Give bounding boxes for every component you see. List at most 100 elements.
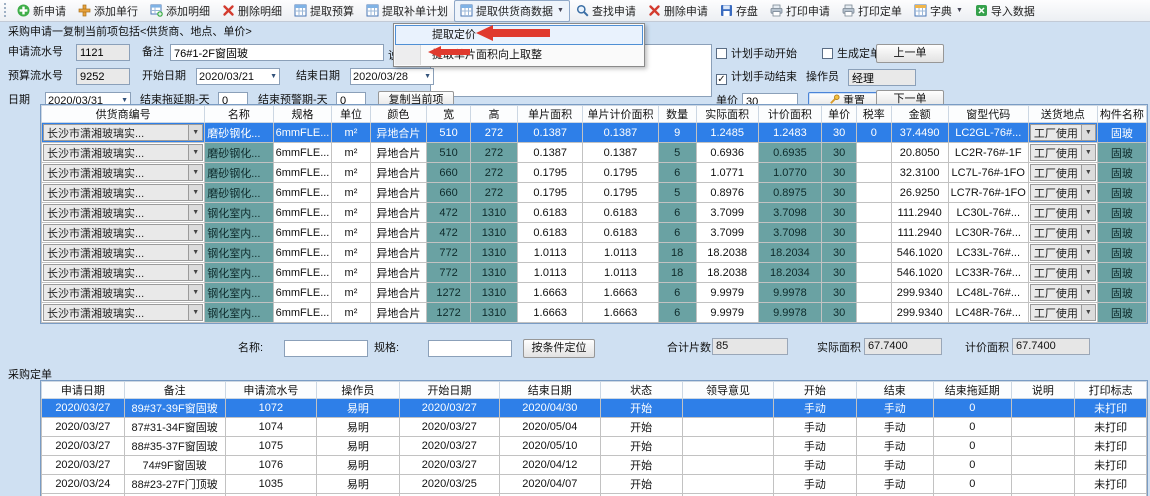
column-header[interactable]: 单片面积	[516, 105, 584, 123]
prev-order-button[interactable]: 上一单	[876, 44, 944, 63]
delivery-combobox[interactable]: 工厂使用 ▼	[1029, 264, 1096, 281]
chevron-down-icon[interactable]: ▼	[188, 125, 203, 140]
supplier-combobox[interactable]: 长沙市潇湘玻璃实... ▼	[43, 304, 204, 321]
column-header[interactable]: 申请流水号	[224, 381, 318, 399]
new-request-button[interactable]: 新申请	[11, 0, 72, 22]
chevron-down-icon[interactable]: ▼	[557, 7, 564, 14]
delivery-combobox[interactable]: 工厂使用 ▼	[1029, 204, 1096, 221]
column-header[interactable]: 结束	[855, 381, 934, 399]
save-button[interactable]: 存盘	[714, 0, 764, 22]
chevron-down-icon[interactable]: ▼	[188, 225, 203, 240]
column-header[interactable]: 金额	[890, 105, 949, 123]
column-header[interactable]: 数量	[657, 105, 697, 123]
manual-start-checkbox[interactable]	[716, 48, 727, 59]
supplier-combobox[interactable]: 长沙市潇湘玻璃实... ▼	[43, 184, 204, 201]
column-header[interactable]: 颜色	[369, 105, 428, 123]
delete-detail-button[interactable]: 删除明细	[216, 0, 288, 22]
column-header[interactable]: 状态	[599, 381, 683, 399]
column-header[interactable]: 高	[469, 105, 519, 123]
column-header[interactable]: 结束拖延期	[932, 381, 1012, 399]
end-date-picker[interactable]: 2020/03/28 ▼	[350, 68, 434, 85]
print-order-button[interactable]: 打印定单	[836, 0, 908, 22]
supplier-combobox[interactable]: 长沙市潇湘玻璃实... ▼	[43, 264, 204, 281]
start-date-picker[interactable]: 2020/03/21 ▼	[196, 68, 280, 85]
filter-spec-input[interactable]	[428, 340, 512, 357]
gen-order-checkbox[interactable]	[822, 48, 833, 59]
table-row[interactable]: 2020/03/27 87#31-34F窗固玻 1074 易明 2020/03/27 20…	[41, 417, 1147, 437]
column-header[interactable]: 规格	[272, 105, 333, 123]
remark-input[interactable]	[170, 44, 384, 61]
table-row[interactable]: 2020/03/27 89#37-39F窗固玻 1072 易明 2020/03/27 20…	[41, 398, 1147, 418]
supplier-combobox[interactable]: 长沙市潇湘玻璃实... ▼	[43, 204, 204, 221]
chevron-down-icon[interactable]: ▼	[955, 7, 963, 14]
delivery-combobox[interactable]: 工厂使用 ▼	[1029, 284, 1096, 301]
chevron-down-icon[interactable]: ▼	[1080, 205, 1095, 220]
column-header[interactable]: 名称	[204, 105, 274, 123]
column-header[interactable]: 计价面积	[757, 105, 823, 123]
table-row[interactable]: 长沙市潇湘玻璃实... ▼ 钢化室内... 6mmFLE... m² 异地合片 1272 13…	[40, 282, 1148, 303]
table-row[interactable]: 长沙市潇湘玻璃实... ▼ 磨砂钢化... 6mmFLE... m² 异地合片 660 272…	[40, 162, 1148, 183]
table-row[interactable]	[41, 493, 1147, 496]
chevron-down-icon[interactable]: ▼	[188, 145, 203, 160]
column-header[interactable]: 操作员	[316, 381, 400, 399]
print-request-button[interactable]: 打印申请	[764, 0, 836, 22]
chevron-down-icon[interactable]: ▼	[1080, 245, 1095, 260]
table-row[interactable]: 长沙市潇湘玻璃实... ▼ 磨砂钢化... 6mmFLE... m² 异地合片 510 272…	[40, 142, 1148, 163]
column-header[interactable]: 单片计价面积	[582, 105, 659, 123]
column-header[interactable]: 开始	[773, 381, 857, 399]
manual-end-checkbox[interactable]	[716, 74, 727, 85]
toolbar-grip[interactable]	[3, 2, 8, 19]
chevron-down-icon[interactable]: ▼	[424, 73, 431, 80]
serial-input[interactable]	[76, 44, 130, 61]
column-header[interactable]: 结束日期	[499, 381, 601, 399]
budget-input[interactable]	[76, 68, 130, 85]
supplier-combobox[interactable]: 长沙市潇湘玻璃实... ▼	[43, 244, 204, 261]
chevron-down-icon[interactable]: ▼	[188, 285, 203, 300]
table-row[interactable]: 长沙市潇湘玻璃实... ▼ 磨砂钢化... 6mmFLE... m² 异地合片 660 272…	[40, 182, 1148, 203]
column-header[interactable]: 税率	[855, 105, 892, 123]
gen-order-checkbox-row[interactable]: 生成定单	[822, 46, 881, 63]
column-header[interactable]: 供货商编号	[40, 105, 206, 123]
manual-end-checkbox-row[interactable]: 计划手动结束	[716, 69, 797, 86]
delivery-combobox[interactable]: 工厂使用 ▼	[1029, 144, 1096, 161]
import-data-button[interactable]: 导入数据	[969, 0, 1041, 22]
delivery-combobox[interactable]: 工厂使用 ▼	[1029, 164, 1096, 181]
supplier-combobox[interactable]: 长沙市潇湘玻璃实... ▼	[43, 144, 204, 161]
delivery-combobox[interactable]: 工厂使用 ▼	[1029, 184, 1096, 201]
chevron-down-icon[interactable]: ▼	[1080, 125, 1095, 140]
table-row[interactable]: 长沙市潇湘玻璃实... ▼ 钢化室内... 6mmFLE... m² 异地合片 1272 13…	[40, 302, 1148, 323]
find-request-button[interactable]: 查找申请	[570, 0, 642, 22]
chevron-down-icon[interactable]: ▼	[121, 97, 128, 104]
chevron-down-icon[interactable]: ▼	[1080, 265, 1095, 280]
table-row[interactable]: 长沙市潇湘玻璃实... ▼ 钢化室内... 6mmFLE... m² 异地合片 472 131…	[40, 222, 1148, 243]
locate-by-condition-button[interactable]: 按条件定位	[523, 339, 595, 358]
table-row[interactable]: 长沙市潇湘玻璃实... ▼ 磨砂钢化... 6mmFLE... m² 异地合片 510 272…	[40, 122, 1148, 143]
chevron-down-icon[interactable]: ▼	[188, 265, 203, 280]
chevron-down-icon[interactable]: ▼	[1080, 185, 1095, 200]
column-header[interactable]: 单价	[821, 105, 857, 123]
supplier-combobox[interactable]: 长沙市潇湘玻璃实... ▼	[43, 164, 204, 181]
operator-input[interactable]	[848, 69, 916, 86]
chevron-down-icon[interactable]: ▼	[188, 165, 203, 180]
add-detail-button[interactable]: 添加明细	[144, 0, 216, 22]
column-header[interactable]: 单位	[331, 105, 371, 123]
delivery-combobox[interactable]: 工厂使用 ▼	[1029, 244, 1096, 261]
manual-start-checkbox-row[interactable]: 计划手动开始	[716, 46, 797, 63]
extract-budget-button[interactable]: 提取预算	[288, 0, 360, 22]
column-header[interactable]: 构件名称	[1096, 105, 1148, 123]
chevron-down-icon[interactable]: ▼	[270, 73, 277, 80]
column-header[interactable]: 送货地点	[1027, 105, 1098, 123]
add-row-button[interactable]: 添加单行	[72, 0, 144, 22]
table-row[interactable]: 长沙市潇湘玻璃实... ▼ 钢化室内... 6mmFLE... m² 异地合片 772 131…	[40, 242, 1148, 263]
delivery-combobox[interactable]: 工厂使用 ▼	[1029, 224, 1096, 241]
extract-supplement-plan-button[interactable]: 提取补单计划	[360, 0, 454, 22]
column-header[interactable]: 说明	[1010, 381, 1076, 399]
chevron-down-icon[interactable]: ▼	[1080, 305, 1095, 320]
chevron-down-icon[interactable]: ▼	[188, 205, 203, 220]
delivery-combobox[interactable]: 工厂使用 ▼	[1029, 124, 1096, 141]
table-row[interactable]: 长沙市潇湘玻璃实... ▼ 钢化室内... 6mmFLE... m² 异地合片 772 131…	[40, 262, 1148, 283]
chevron-down-icon[interactable]: ▼	[1080, 165, 1095, 180]
dictionary-button[interactable]: 字典 ▼	[908, 0, 969, 22]
table-row[interactable]: 2020/03/27 88#35-37F窗固玻 1075 易明 2020/03/27 20…	[41, 436, 1147, 456]
chevron-down-icon[interactable]: ▼	[188, 305, 203, 320]
